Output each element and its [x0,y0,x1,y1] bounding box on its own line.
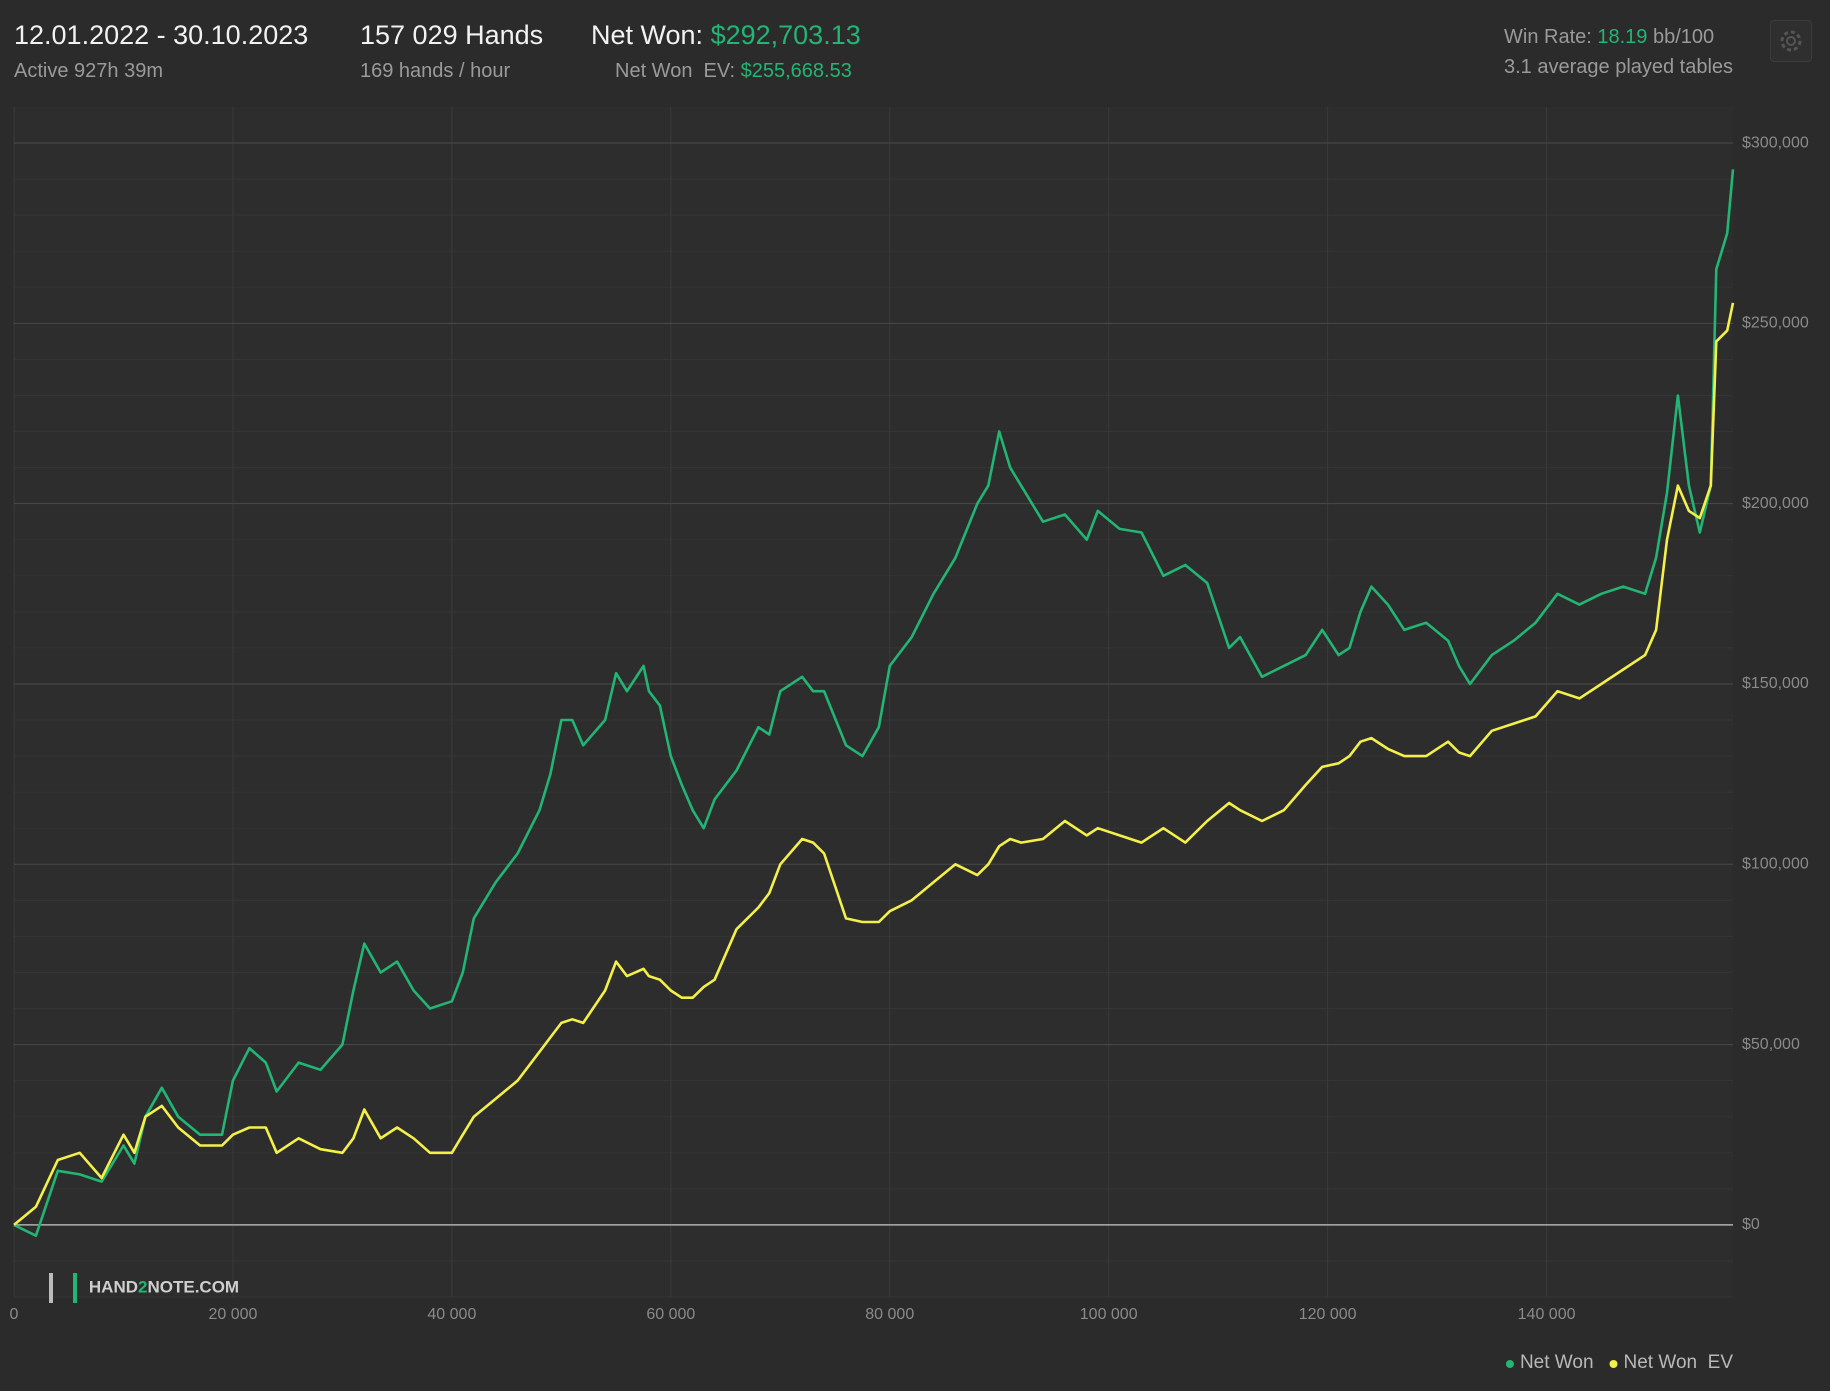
win-rate-value: 18.19 [1597,26,1648,48]
y-tick-label: $250,000 [1742,315,1809,332]
series-line [13,169,1735,1237]
net-won-ev: Net Won EV: $255,668.53 [615,60,852,83]
y-tick-label: $50,000 [1742,1036,1800,1053]
legend-label: Net Won EV [1624,1352,1734,1373]
net-won-ev-label: Net Won EV: [615,60,736,82]
y-tick-label: $300,000 [1742,134,1809,151]
x-tick-label: 100 000 [1080,1306,1138,1323]
hands: 157 029 Hands [360,20,544,50]
logo-text: NOTE.COM [147,1277,240,1297]
net-won: Net Won: $292,703.13 [591,20,861,51]
win-rate-unit: bb/100 [1653,26,1715,48]
series-line [13,302,1735,1226]
legend-label: Net Won [1520,1352,1594,1373]
y-tick-label: $150,000 [1742,675,1809,692]
net-won-ev-value: $255,668.53 [740,60,852,82]
hands-per-hour: 169 hands / hour [360,60,511,82]
logo-text: HAND [88,1277,139,1297]
date-range: 12.01.2022 - 30.10.2023 [14,20,309,50]
logo: HAND2NOTE.COM [30,1253,239,1323]
x-tick-label: 80 000 [865,1306,914,1323]
logo-icon [48,1273,77,1303]
net-won-value: $292,703.13 [710,20,861,50]
tables: 3.1 average played tables [1504,56,1734,78]
win-rate-label: Win Rate: [1504,26,1592,48]
gear-icon [1780,30,1802,52]
active-time: Active 927h 39m [14,60,163,82]
win-rate: Win Rate: 18.19 bb/100 [1504,26,1714,49]
net-won-label: Net Won: [591,20,704,50]
x-tick-label: 140 000 [1518,1306,1576,1323]
x-tick-label: 40 000 [427,1306,476,1323]
x-tick-label: 120 000 [1299,1306,1357,1323]
plot-area [14,107,1733,1297]
x-tick-label: 60 000 [646,1306,695,1323]
x-tick-label: 0 [10,1306,19,1323]
settings-button[interactable] [1770,20,1812,62]
legend-marker [1505,1360,1514,1368]
y-tick-label: $100,000 [1742,855,1809,872]
y-tick-label: $200,000 [1742,495,1809,512]
y-tick-label: $0 [1742,1216,1760,1233]
legend-marker [1609,1360,1618,1368]
logo-text: 2 [138,1277,148,1297]
